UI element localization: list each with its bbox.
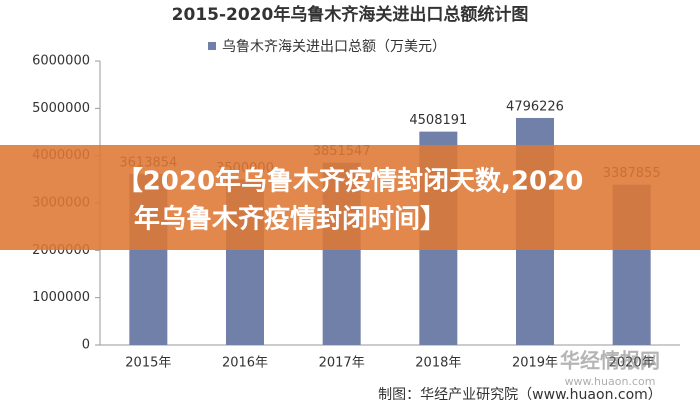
banner-text: 【2020年乌鲁木齐疫情封闭天数,2020 <box>117 166 584 197</box>
x-tick-label: 2015年 <box>125 356 171 371</box>
banner-text: 年乌鲁木齐疫情封闭时间】 <box>134 204 446 235</box>
banner <box>0 145 700 250</box>
x-tick-label: 2019年 <box>512 356 558 371</box>
x-tick-label: 2016年 <box>222 356 268 371</box>
watermark-url: www.huaon.com <box>565 375 656 388</box>
y-tick-label: 1000000 <box>32 290 90 305</box>
legend-swatch <box>208 42 216 50</box>
watermark: 华经情报网 <box>560 349 660 373</box>
y-tick-label: 6000000 <box>32 54 90 69</box>
x-tick-label: 2017年 <box>319 356 365 371</box>
x-tick-label: 2018年 <box>415 356 461 371</box>
x-tick-label: 2020年 <box>609 356 655 371</box>
chart-title: 2015-2020年乌鲁木齐海关进出口总额统计图 <box>172 4 529 25</box>
source: 制图：华经产业研究院（www.huaon.com） <box>378 387 662 400</box>
data-label: 4508191 <box>409 113 467 128</box>
y-tick-label: 0 <box>82 338 90 353</box>
legend-label: 乌鲁木齐海关进出口总额（万美元） <box>222 39 446 55</box>
y-tick-label: 5000000 <box>32 101 90 116</box>
data-label: 4796226 <box>506 99 564 114</box>
